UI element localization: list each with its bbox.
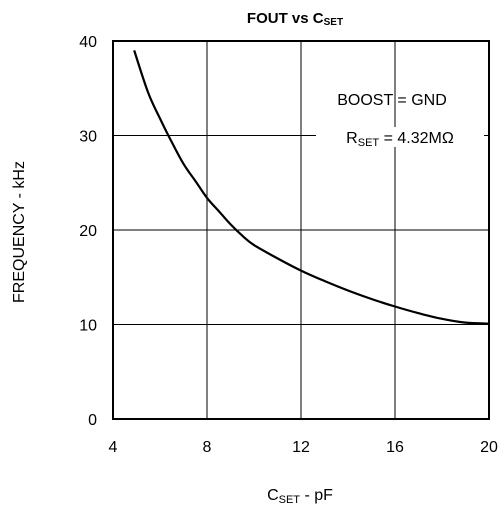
chart-title: FOUT vs CSET	[247, 10, 343, 28]
y-tick-label: 10	[79, 318, 97, 335]
x-tick-label: 8	[203, 439, 212, 456]
y-tick-label: 40	[79, 34, 97, 51]
annotation-rset-sub: SET	[358, 137, 380, 149]
y-tick-label: 0	[88, 412, 97, 429]
x-tick-label: 12	[292, 439, 310, 456]
x-tick-label: 16	[386, 439, 404, 456]
y-tick-label: 30	[79, 129, 97, 146]
x-tick-label: 20	[480, 439, 498, 456]
y-tick-labels: 0 10 20 30 40	[79, 34, 97, 429]
annotation-rset-main: R	[346, 130, 358, 147]
annotation-rset: RSET = 4.32MΩ	[346, 130, 454, 149]
annotation-rset-rest: = 4.32MΩ	[379, 130, 454, 147]
y-axis-label: FREQUENCY - kHz	[11, 161, 28, 303]
y-tick-label: 20	[79, 223, 97, 240]
grid	[113, 41, 489, 419]
annotation-boost: BOOST = GND	[337, 92, 447, 109]
x-tick-labels: 4 8 12 16 20	[109, 439, 498, 456]
series-line-frequency	[133, 50, 490, 325]
x-axis-label: CSET - pF	[267, 487, 333, 506]
x-axis-label-sub: SET	[279, 494, 301, 506]
chart-title-main: FOUT vs C	[247, 10, 324, 27]
annotation-rset-backdrop	[316, 127, 484, 147]
x-tick-label: 4	[109, 439, 118, 456]
chart-title-sub: SET	[324, 17, 343, 28]
x-axis-label-main: C	[267, 487, 279, 504]
x-axis-label-rest: - pF	[300, 487, 333, 504]
plot-frame	[112, 40, 490, 420]
